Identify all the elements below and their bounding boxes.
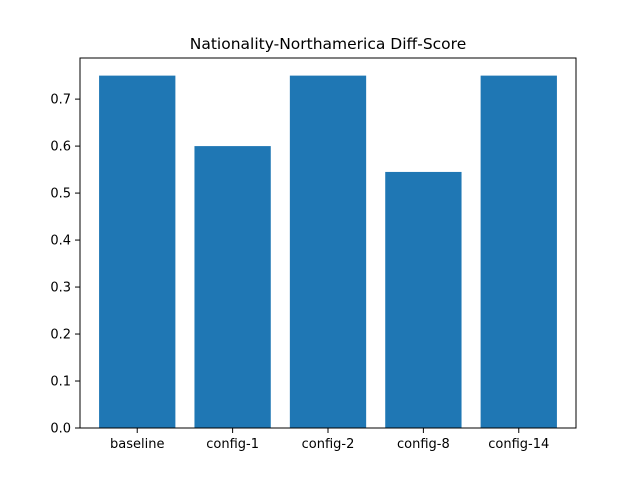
x-tick-label: config-8 (397, 437, 450, 452)
x-tick-label: config-2 (302, 437, 355, 452)
bar-config-2 (289, 75, 367, 428)
bars-group (99, 75, 557, 428)
bar-config-1 (194, 146, 271, 428)
x-tick-label: config-1 (206, 437, 259, 452)
plot-frame (79, 57, 577, 429)
y-tick-label: 0.3 (50, 281, 71, 296)
bar-config-14 (480, 75, 557, 428)
y-tick-label: 0.4 (50, 234, 71, 249)
y-tick-label: 0.0 (50, 422, 71, 437)
bar-config-8 (385, 171, 462, 428)
chart-title: Nationality-Northamerica Diff-Score (190, 35, 467, 53)
y-tick-label: 0.1 (50, 375, 71, 390)
y-tick-label: 0.7 (50, 93, 71, 108)
x-axis: baseline config-1 config-2 config-8 config-1… (110, 428, 549, 452)
y-tick-label: 0.5 (50, 187, 71, 202)
x-tick-label: baseline (110, 437, 164, 452)
y-axis: 0.0 0.1 0.2 0.3 0.4 0.5 0.6 0.7 (50, 93, 80, 437)
bar-baseline (99, 75, 176, 428)
x-tick-label: config-14 (488, 437, 549, 452)
y-tick-label: 0.6 (50, 140, 71, 155)
y-tick-label: 0.2 (50, 328, 71, 343)
